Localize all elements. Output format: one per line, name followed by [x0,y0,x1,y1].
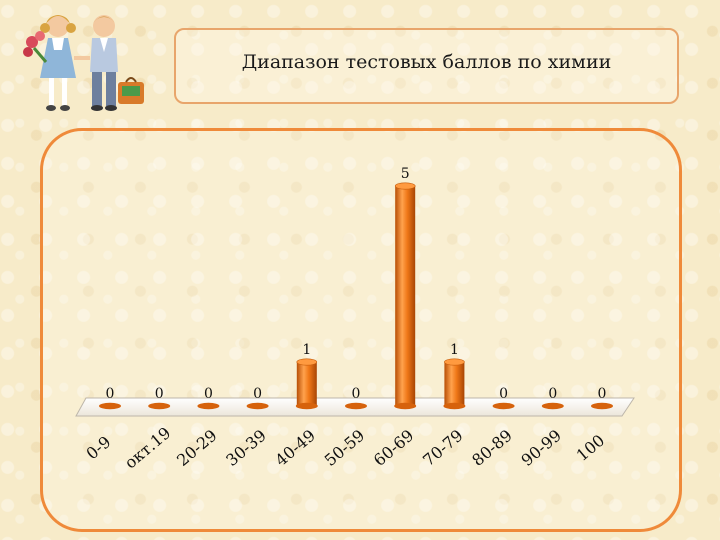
bar-base [591,402,613,410]
x-tick-label: 80-89 [468,426,516,470]
bar-top [444,358,465,366]
bar-base [394,402,417,410]
data-label: 0 [548,386,557,402]
data-label: 0 [106,386,115,402]
schoolchildren-illustration [23,15,144,111]
data-label: 1 [302,342,311,358]
bar-80-89 [492,402,515,410]
boy-jacket [90,38,118,72]
bar-70-79 [443,358,466,410]
flower-bouquet [26,36,38,48]
bar-30-39 [246,402,269,410]
x-tick-label: 50-59 [321,426,369,470]
data-label: 1 [450,342,459,358]
data-label: 0 [155,386,164,402]
data-label: 0 [499,386,508,402]
bar-40-49 [295,358,318,410]
bar-base [148,402,171,410]
bar-60-69 [394,182,417,410]
x-tick-label: окт.19 [121,423,175,472]
bar-окт.19 [148,402,171,410]
girl-head [47,15,69,37]
bar-base [295,402,318,410]
bar-base [246,402,269,410]
bar-base [99,402,121,410]
x-tick-label: 60-69 [370,426,418,470]
data-label: 0 [253,386,262,402]
boy-head [93,15,115,37]
data-label: 0 [352,386,361,402]
bar-0-9 [99,402,121,410]
bars-group [99,182,613,410]
bar-base [197,402,220,410]
bar-50-59 [345,402,367,410]
bar-base [443,402,466,410]
bar-100 [591,402,613,410]
bar-top [394,182,416,190]
bar-90-99 [541,402,564,410]
boy-hair [93,16,115,23]
bar-base [492,402,515,410]
chart-frame [40,128,682,532]
bar-base [345,402,367,410]
bar-base [541,402,564,410]
bar-20-29 [197,402,220,410]
x-tick-label: 30-39 [222,426,270,470]
bar-top [296,358,318,366]
x-tick-label: 0-9 [82,432,114,463]
bar-body [296,362,317,406]
girl-dress [40,38,76,78]
x-tick-label: 90-99 [517,426,565,470]
x-tick-label: 40-49 [271,426,319,470]
chart-title: Диапазон тестовых баллов по химии [241,51,612,73]
bar-body [395,186,416,406]
data-label: 0 [204,386,213,402]
girl-hair [46,15,70,24]
data-label: 0 [598,386,607,402]
x-tick-label: 20-29 [173,426,221,470]
x-tick-label: 100 [573,431,609,465]
title-box: Диапазон тестовых баллов по химии [174,28,679,104]
bar-body [444,362,465,406]
data-label: 5 [401,166,410,182]
x-tick-label: 70-79 [419,426,467,470]
